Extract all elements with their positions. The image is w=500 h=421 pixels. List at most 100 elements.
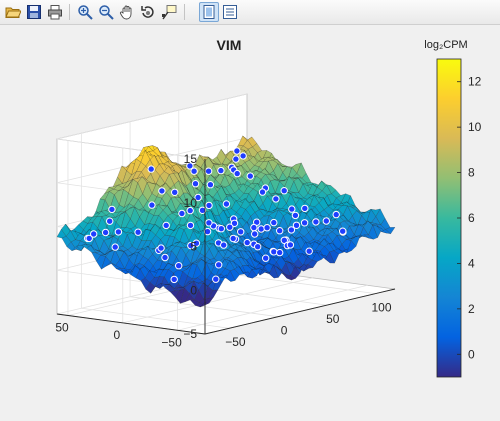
data-point <box>230 219 239 228</box>
data-point <box>276 248 284 257</box>
data-point <box>205 201 213 210</box>
folder-open-icon <box>5 7 21 18</box>
surface-cell <box>385 227 396 235</box>
x-tick-label: −50 <box>225 335 246 349</box>
open-file-button[interactable] <box>3 2 23 22</box>
z-tick-label: 5 <box>190 240 197 254</box>
data-point <box>233 169 241 178</box>
data-point <box>171 188 179 197</box>
zoom-out-icon <box>99 5 114 20</box>
data-point <box>186 206 194 215</box>
data-point <box>222 200 231 208</box>
figure-canvas: −50 0 50 100 −50 0 50 −5 0 5 10 15 VIM 0 2 4 6 8 10 12 log… <box>0 25 500 416</box>
y-tick-label: −50 <box>161 335 182 349</box>
y-tick-label: 0 <box>113 328 120 342</box>
data-point <box>162 221 170 230</box>
data-point-markers <box>84 147 347 284</box>
data-point <box>178 209 186 218</box>
data-point <box>301 204 309 213</box>
save-figure-button[interactable] <box>24 2 44 22</box>
data-point <box>232 155 240 163</box>
zoom-out-button[interactable] <box>96 2 116 22</box>
data-point <box>312 218 320 226</box>
z-tick-label: −5 <box>183 327 197 341</box>
x-grid-line <box>130 296 279 318</box>
data-point <box>243 238 251 247</box>
data-point <box>250 223 258 232</box>
data-point <box>322 217 330 225</box>
data-point <box>291 211 300 220</box>
z-tick-label: 10 <box>184 196 198 210</box>
data-point <box>187 241 195 250</box>
data-point <box>254 243 262 251</box>
data-point <box>258 188 267 196</box>
data-point <box>212 275 220 283</box>
y-grid-line <box>177 284 368 331</box>
data-point <box>148 201 156 209</box>
data-point <box>101 228 110 237</box>
colorbar-tick-label: 8 <box>468 166 475 180</box>
data-point <box>186 221 195 230</box>
print-figure-button[interactable] <box>45 2 65 22</box>
data-cursor-icon <box>162 5 177 20</box>
data-point <box>205 219 213 227</box>
data-point <box>114 228 123 236</box>
data-point <box>287 226 296 234</box>
z-grid-line <box>56 93 248 140</box>
data-point <box>280 187 288 195</box>
data-point <box>237 228 245 236</box>
colorbar-tick-label: 6 <box>468 211 475 225</box>
data-point <box>194 193 202 202</box>
x-tick-label: 50 <box>326 312 340 326</box>
y-grid-line <box>122 277 313 324</box>
data-cursor-button[interactable] <box>159 2 179 22</box>
z-tick-label: 15 <box>184 152 198 166</box>
data-point <box>300 219 309 227</box>
data-point <box>239 152 247 160</box>
data-point <box>85 234 93 243</box>
data-point <box>339 227 347 235</box>
data-point <box>170 275 178 284</box>
save-icon <box>27 5 41 19</box>
data-point <box>251 230 259 238</box>
colorbar-tick-label: 4 <box>468 256 475 270</box>
print-icon <box>48 5 62 20</box>
data-point <box>246 172 255 180</box>
data-point <box>220 241 228 249</box>
axis-line <box>204 288 396 335</box>
axis-line <box>56 313 206 335</box>
data-point <box>233 147 241 155</box>
colorbar-label: log₂CPM <box>424 39 467 51</box>
colorbar-tick-label: 0 <box>468 347 475 361</box>
data-point <box>276 227 284 235</box>
rotate-3d-button[interactable] <box>138 2 158 22</box>
data-point <box>186 162 194 170</box>
data-point <box>198 206 207 215</box>
data-point <box>175 262 183 270</box>
data-point <box>217 166 225 175</box>
data-point <box>203 227 212 236</box>
data-point <box>157 244 165 252</box>
pan-button[interactable] <box>117 2 137 22</box>
data-point <box>161 253 169 262</box>
zoom-in-button[interactable] <box>75 2 95 22</box>
plot-tools-icon <box>203 5 215 19</box>
show-plot-tools-button[interactable] <box>220 2 240 22</box>
toolbar-separator <box>69 4 70 20</box>
data-point <box>305 247 313 255</box>
data-point <box>262 254 270 262</box>
x-tick-label: 0 <box>281 324 288 338</box>
colorbar-tick-label: 10 <box>468 120 482 134</box>
data-point <box>134 228 142 236</box>
data-point <box>215 261 223 269</box>
data-point <box>229 234 237 243</box>
data-point <box>217 225 226 233</box>
data-point <box>206 181 215 189</box>
data-point <box>270 248 278 256</box>
data-point <box>332 210 340 219</box>
data-point <box>270 218 278 227</box>
colorbar-tick-label: 12 <box>468 75 482 89</box>
hide-plot-tools-button[interactable] <box>199 2 219 22</box>
data-point <box>226 223 234 231</box>
